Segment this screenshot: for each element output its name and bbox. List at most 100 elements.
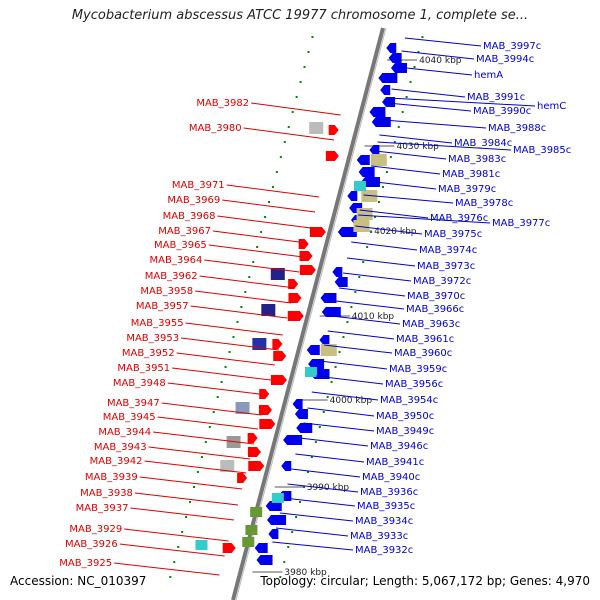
gene-block[interactable] xyxy=(242,537,255,547)
gene-label-right[interactable]: MAB_3954c xyxy=(380,395,438,406)
forward-gene[interactable] xyxy=(270,375,287,385)
gene-label-left[interactable]: MAB_3951 xyxy=(117,363,170,374)
gene-label-right[interactable]: MAB_3979c xyxy=(438,184,496,195)
forward-gene[interactable] xyxy=(287,311,304,321)
gene-label-right[interactable]: MAB_3946c xyxy=(370,441,428,452)
reverse-gene[interactable] xyxy=(391,63,407,73)
gene-label-left[interactable]: MAB_3957 xyxy=(136,301,189,312)
gene-label-left[interactable]: MAB_3938 xyxy=(80,488,133,499)
reverse-gene[interactable] xyxy=(254,543,268,553)
reverse-gene[interactable] xyxy=(306,345,320,355)
forward-gene[interactable] xyxy=(259,405,272,415)
reverse-gene[interactable] xyxy=(369,107,386,117)
gene-label-left[interactable]: MAB_3945 xyxy=(103,412,156,423)
forward-gene[interactable] xyxy=(325,151,339,161)
gene-label-left[interactable]: MAB_3967 xyxy=(158,226,211,237)
gene-label-right[interactable]: MAB_3985c xyxy=(513,145,571,156)
gene-label-right[interactable]: MAB_3963c xyxy=(402,319,460,330)
gene-block[interactable] xyxy=(270,268,285,280)
gene-label-right[interactable]: hemA xyxy=(474,70,503,81)
reverse-gene[interactable] xyxy=(283,435,303,445)
reverse-gene[interactable] xyxy=(265,501,282,511)
gene-label-right[interactable]: MAB_3956c xyxy=(385,379,443,390)
gene-label-left[interactable]: MAB_3953 xyxy=(126,333,179,344)
gene-label-right[interactable]: MAB_3941c xyxy=(366,457,424,468)
gene-label-right[interactable]: MAB_3949c xyxy=(376,426,434,437)
gene-label-right[interactable]: MAB_3994c xyxy=(476,54,534,65)
gene-label-right[interactable]: MAB_3990c xyxy=(473,106,531,117)
reverse-gene[interactable] xyxy=(380,85,391,95)
gene-label-right[interactable]: MAB_3983c xyxy=(448,154,506,165)
gene-block[interactable] xyxy=(309,122,324,134)
forward-gene[interactable] xyxy=(259,419,276,429)
forward-gene[interactable] xyxy=(248,461,265,471)
gene-label-right[interactable]: MAB_3977c xyxy=(492,218,550,229)
gene-label-right[interactable]: MAB_3959c xyxy=(389,364,447,375)
gene-label-left[interactable]: MAB_3964 xyxy=(150,255,203,266)
gene-block[interactable] xyxy=(353,181,366,191)
gene-label-right[interactable]: MAB_3970c xyxy=(407,291,465,302)
gene-label-left[interactable]: MAB_3948 xyxy=(113,378,166,389)
gene-label-right[interactable]: MAB_3997c xyxy=(483,41,541,52)
reverse-gene[interactable] xyxy=(378,73,398,83)
gene-label-left[interactable]: MAB_3943 xyxy=(94,442,147,453)
forward-gene[interactable] xyxy=(328,125,339,135)
forward-gene[interactable] xyxy=(222,543,236,553)
forward-gene[interactable] xyxy=(288,279,299,289)
reverse-gene[interactable] xyxy=(294,409,308,419)
gene-label-left[interactable]: MAB_3969 xyxy=(167,195,220,206)
gene-block[interactable] xyxy=(195,540,208,550)
reverse-gene[interactable] xyxy=(268,529,279,539)
reverse-gene[interactable] xyxy=(281,461,292,471)
gene-label-left[interactable]: MAB_3942 xyxy=(90,456,143,467)
gene-block[interactable] xyxy=(271,493,284,503)
gene-label-right[interactable]: MAB_3991c xyxy=(467,92,525,103)
gene-label-right[interactable]: MAB_3933c xyxy=(350,531,408,542)
forward-gene[interactable] xyxy=(247,447,261,457)
reverse-gene[interactable] xyxy=(382,97,396,107)
gene-label-left[interactable]: MAB_3971 xyxy=(172,180,225,191)
gene-label-right[interactable]: MAB_3960c xyxy=(394,348,452,359)
gene-label-left[interactable]: MAB_3965 xyxy=(154,240,207,251)
gene-label-left[interactable]: MAB_3944 xyxy=(98,427,151,438)
gene-label-left[interactable]: MAB_3926 xyxy=(65,539,118,550)
forward-gene[interactable] xyxy=(272,339,283,349)
gene-label-left[interactable]: MAB_3980 xyxy=(189,123,242,134)
reverse-gene[interactable] xyxy=(267,515,287,525)
gene-block[interactable] xyxy=(370,154,387,166)
reverse-gene[interactable] xyxy=(388,53,402,63)
gene-label-right[interactable]: MAB_3973c xyxy=(417,261,475,272)
gene-label-right[interactable]: MAB_3975c xyxy=(424,229,482,240)
gene-label-right[interactable]: MAB_3934c xyxy=(355,516,413,527)
gene-block[interactable] xyxy=(353,220,370,232)
reverse-gene[interactable] xyxy=(296,423,313,433)
gene-label-right[interactable]: hemC xyxy=(537,101,566,112)
forward-gene[interactable] xyxy=(237,473,248,483)
gene-label-right[interactable]: MAB_3940c xyxy=(362,472,420,483)
gene-label-right[interactable]: MAB_3976c xyxy=(430,213,488,224)
gene-label-right[interactable]: MAB_3984c xyxy=(454,138,512,149)
forward-gene[interactable] xyxy=(247,433,258,443)
gene-label-right[interactable]: MAB_3932c xyxy=(355,545,413,556)
reverse-gene[interactable] xyxy=(321,307,341,317)
forward-gene[interactable] xyxy=(288,293,302,303)
reverse-gene[interactable] xyxy=(332,267,343,277)
gene-block[interactable] xyxy=(261,304,276,316)
reverse-gene[interactable] xyxy=(292,399,303,409)
gene-label-right[interactable]: MAB_3974c xyxy=(419,245,477,256)
forward-gene[interactable] xyxy=(299,251,313,261)
gene-label-left[interactable]: MAB_3982 xyxy=(196,98,249,109)
gene-label-left[interactable]: MAB_3955 xyxy=(131,318,184,329)
gene-label-right[interactable]: MAB_3966c xyxy=(406,304,464,315)
gene-label-left[interactable]: MAB_3962 xyxy=(145,271,198,282)
gene-label-right[interactable]: MAB_3961c xyxy=(396,334,454,345)
gene-block[interactable] xyxy=(235,402,250,414)
gene-block[interactable] xyxy=(245,525,258,535)
gene-label-left[interactable]: MAB_3929 xyxy=(69,524,122,535)
reverse-gene[interactable] xyxy=(386,43,397,53)
reverse-gene[interactable] xyxy=(356,155,370,165)
reverse-gene[interactable] xyxy=(369,145,380,155)
gene-block[interactable] xyxy=(356,208,373,220)
gene-label-left[interactable]: MAB_3952 xyxy=(122,348,175,359)
